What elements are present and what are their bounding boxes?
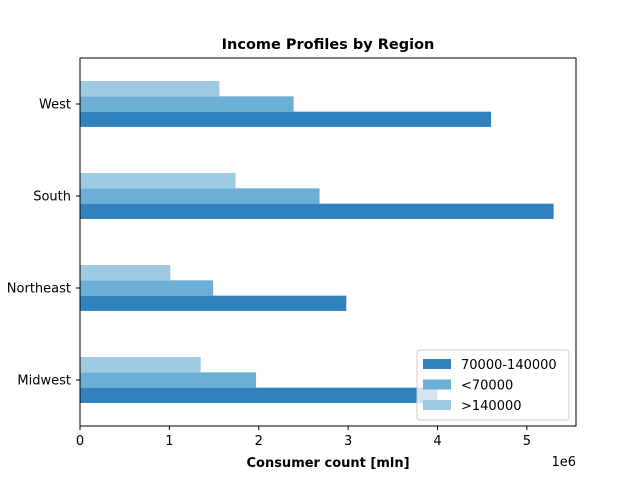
y-tick-label-northeast: Northeast <box>7 282 71 297</box>
legend[interactable]: 70000-140000 <70000 >140000 <box>416 349 570 421</box>
bars-layer <box>80 81 554 403</box>
legend-swatch-0 <box>423 359 451 369</box>
x-tick-label: 2 <box>255 434 263 449</box>
y-tick-label-south: South <box>33 190 71 205</box>
bar-northeast-series-2 <box>80 265 171 281</box>
legend-label-0: 70000-140000 <box>461 358 557 373</box>
bar-midwest-series-1 <box>80 372 257 388</box>
x-axis: 0 1 2 3 4 5 <box>76 426 531 449</box>
x-tick-label: 3 <box>344 434 352 449</box>
y-tick-label-west: West <box>39 98 71 113</box>
plot-frame <box>79 57 577 427</box>
x-axis-offset-label: 1e6 <box>551 455 576 470</box>
y-tick-label-midwest: Midwest <box>17 374 71 389</box>
bar-south-series-0 <box>80 203 554 219</box>
bar-northeast-series-0 <box>80 295 347 311</box>
legend-swatch-2 <box>423 400 451 410</box>
x-tick-label: 4 <box>433 434 441 449</box>
legend-label-1: <70000 <box>461 379 513 394</box>
chart-title: Income Profiles by Region <box>222 37 435 53</box>
bar-west-series-1 <box>80 96 294 112</box>
bar-northeast-series-1 <box>80 280 214 296</box>
legend-box <box>416 349 570 421</box>
x-axis-label: Consumer count [mln] <box>246 456 409 471</box>
x-tick-label: 5 <box>523 434 531 449</box>
x-tick-label: 0 <box>76 434 84 449</box>
y-axis: Midwest Northeast South West <box>7 98 80 389</box>
bar-west-series-2 <box>80 81 220 97</box>
bar-south-series-2 <box>80 173 236 189</box>
legend-swatch-1 <box>423 379 451 390</box>
bar-south-series-1 <box>80 188 320 204</box>
bar-midwest-series-0 <box>80 387 438 403</box>
legend-label-2: >140000 <box>461 399 522 414</box>
bar-midwest-series-2 <box>80 357 201 373</box>
bar-west-series-0 <box>80 111 492 127</box>
x-tick-label: 1 <box>165 434 173 449</box>
